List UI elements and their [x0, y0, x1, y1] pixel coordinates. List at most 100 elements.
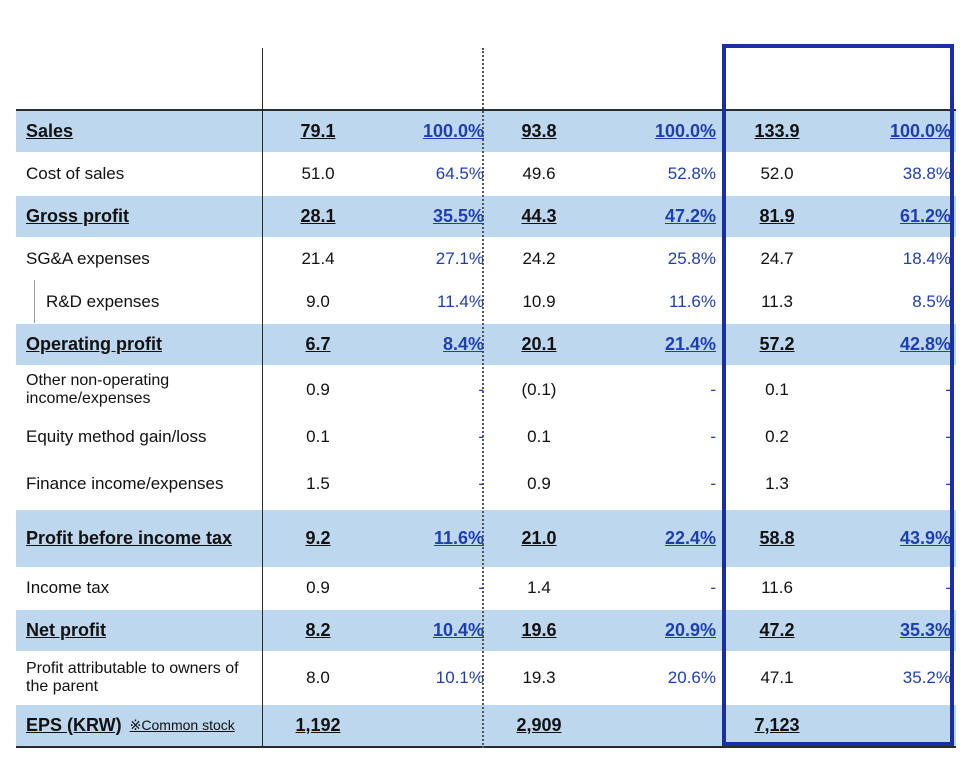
row-separator: [16, 415, 956, 416]
pct-cell: 8.5%: [912, 291, 951, 311]
row-label-text: Net profit: [26, 619, 106, 640]
row-band: [16, 609, 956, 651]
row-label-text: Income tax: [26, 578, 110, 597]
pct-cell: 64.5%: [435, 163, 484, 183]
value-cell: 8.2: [305, 619, 331, 640]
pct-cell: -: [710, 578, 716, 597]
value-cell: 2,909: [516, 714, 562, 735]
row-label-text: EPS (KRW): [26, 714, 122, 735]
row-label: R&D expenses: [16, 280, 292, 323]
row-separator: [16, 459, 956, 460]
row-label: Profit before income tax: [16, 509, 272, 567]
pct-cell: [374, 704, 486, 746]
pct-cell: 10.4%: [432, 619, 484, 640]
period-header: [484, 48, 594, 110]
value-cell: 57.2: [759, 333, 795, 354]
value-cell: 133.9: [754, 120, 800, 141]
row-separator: [16, 609, 956, 610]
value-cell: 19.6: [521, 619, 557, 640]
period-header: [262, 48, 374, 110]
pct-cell: 52.8%: [667, 163, 716, 183]
pct-cell: -: [478, 578, 484, 597]
latest-quarter-highlight: [722, 44, 954, 746]
row-label-text: Cost of sales: [26, 163, 125, 183]
pct-cell: 22.4%: [664, 527, 716, 548]
row-label-text: Other non-operating income/expenses: [26, 372, 170, 407]
unit-label: [16, 48, 272, 114]
row-band: [16, 323, 956, 365]
group-divider-dotted: [482, 48, 484, 748]
rd-indent-rule: [34, 280, 35, 323]
value-cell: 79.1: [300, 120, 336, 141]
row-separator: [16, 567, 956, 568]
table-bottom-rule: [16, 746, 956, 748]
row-label: Profit attributable to owners of the par…: [16, 651, 262, 704]
row-separator: [16, 704, 956, 705]
row-separator: [16, 195, 956, 196]
pct-cell: -: [710, 474, 716, 493]
value-cell: 6.7: [305, 333, 331, 354]
value-cell: 9.0: [306, 291, 330, 311]
value-cell: 0.1: [765, 380, 789, 399]
pct-of-sales-header: [374, 48, 484, 110]
pct-cell: 11.4%: [437, 291, 484, 311]
row-label: Finance income/expenses: [16, 459, 272, 509]
pct-cell: 42.8%: [899, 333, 951, 354]
value-cell: 52.0: [760, 163, 794, 183]
pct-cell: 27.1%: [435, 248, 484, 268]
value-cell: 11.6: [761, 578, 793, 597]
pct-cell: -: [710, 427, 716, 446]
value-cell: 51.0: [301, 163, 335, 183]
row-label-text: Sales: [26, 120, 74, 141]
value-cell: 0.9: [306, 578, 330, 597]
pct-of-sales-header: [594, 48, 716, 110]
pct-cell: 11.6%: [669, 291, 716, 311]
pct-cell: -: [478, 427, 484, 446]
pct-cell: 38.8%: [902, 163, 951, 183]
row-note: ※Common stock: [129, 716, 235, 733]
pct-cell: 18.4%: [902, 248, 951, 268]
value-cell: 7,123: [754, 714, 800, 735]
row-separator: [16, 152, 956, 153]
pct-cell: 47.2%: [664, 205, 716, 226]
value-cell: 1,192: [295, 714, 341, 735]
value-cell: 47.2: [759, 619, 795, 640]
pct-cell: -: [945, 427, 951, 446]
value-cell: 1.3: [765, 474, 789, 493]
row-label: Operating profit: [16, 323, 272, 365]
pct-cell: 21.4%: [664, 333, 716, 354]
row-band: [16, 509, 956, 567]
income-statement-table: Sales 79.1 100.0% 93.8 100.0% 133.9 100.0% Cost…: [16, 44, 956, 748]
value-cell: 47.1: [760, 667, 794, 687]
row-label: Equity method gain/loss: [16, 415, 272, 459]
pct-cell: -: [710, 380, 716, 399]
pct-cell: 25.8%: [667, 248, 716, 268]
pct-cell: 43.9%: [899, 527, 951, 548]
row-label-text: Finance income/expenses: [26, 474, 224, 493]
row-separator: [16, 323, 956, 324]
pct-cell: 100.0%: [654, 120, 716, 141]
value-cell: 8.0: [306, 667, 330, 687]
value-cell: 49.6: [522, 163, 556, 183]
row-separator: [16, 237, 956, 238]
value-cell: 58.8: [759, 527, 795, 548]
value-cell: (0.1): [521, 380, 557, 399]
row-separator: [16, 365, 956, 366]
value-cell: 24.2: [522, 248, 556, 268]
row-band: [16, 110, 956, 152]
row-label-text: Profit attributable to owners of the par…: [26, 659, 239, 695]
value-cell: 19.3: [522, 667, 556, 687]
value-cell: 28.1: [300, 205, 336, 226]
value-cell: 81.9: [759, 205, 795, 226]
row-label-text: Equity method gain/loss: [26, 427, 207, 446]
value-cell: 21.4: [301, 248, 335, 268]
value-cell: 0.1: [306, 427, 330, 446]
row-label: Income tax: [16, 567, 272, 609]
value-cell: 1.4: [527, 578, 551, 597]
header-bottom-rule: [16, 109, 956, 111]
row-label-text: SG&A expenses: [26, 248, 150, 268]
row-label: Other non-operating income/expenses: [16, 365, 262, 415]
value-cell: 24.7: [760, 248, 794, 268]
row-label: EPS (KRW) ※Common stock: [16, 704, 272, 746]
pct-cell: [594, 704, 718, 746]
